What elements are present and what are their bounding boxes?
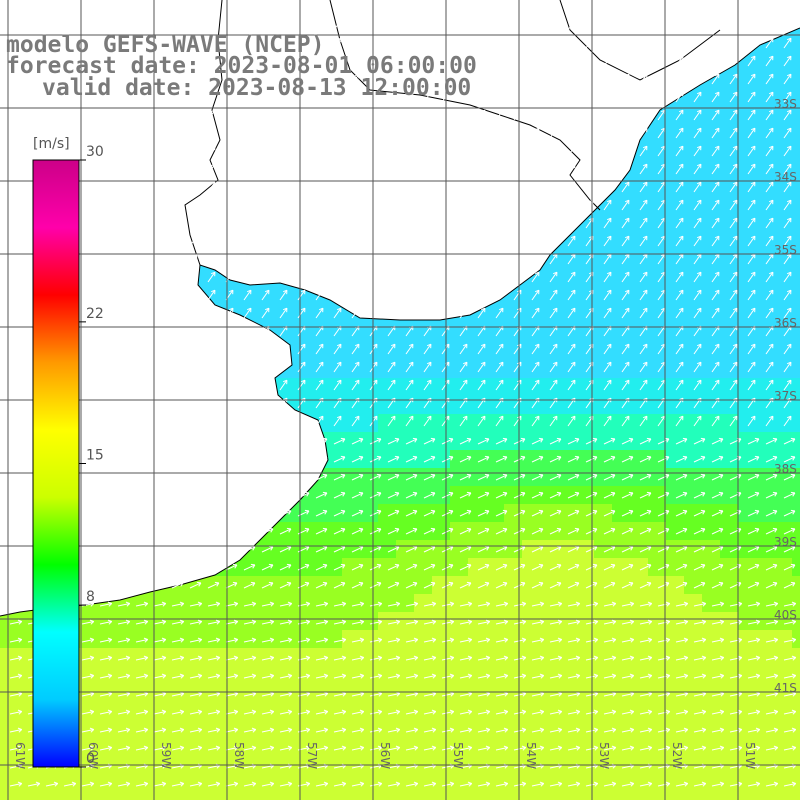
lon-label: 52W (670, 742, 684, 769)
colorbar-tick-label: 15 (86, 448, 104, 464)
lat-label: 33S (774, 97, 797, 111)
lat-label: 38S (774, 462, 797, 476)
lon-label: 57W (305, 742, 319, 769)
lon-label: 54W (524, 742, 538, 769)
colorbar-tick-label: 22 (86, 306, 104, 322)
lat-label: 41S (774, 681, 797, 695)
lat-label: 39S (774, 535, 797, 549)
lon-label: 58W (232, 742, 246, 769)
colorbar-gradient (33, 160, 79, 767)
lon-label: 51W (743, 742, 757, 769)
colorbar-tick-label: 0 (86, 751, 95, 767)
colorbar-tick-label: 30 (86, 144, 104, 160)
colorbar-tick-label: 8 (86, 589, 95, 605)
colorbar-unit: [m/s] (33, 136, 70, 152)
lon-label: 61W (13, 742, 27, 769)
lat-label: 36S (774, 316, 797, 330)
lat-label: 34S (774, 170, 797, 184)
lon-label: 55W (451, 742, 465, 769)
valid-date: valid date: 2023-08-13 12:00:00 (42, 75, 471, 101)
lon-label: 56W (378, 742, 392, 769)
lat-label: 40S (774, 608, 797, 622)
lon-label: 53W (597, 742, 611, 769)
lat-label: 37S (774, 389, 797, 403)
lon-label: 59W (159, 742, 173, 769)
lat-label: 35S (774, 243, 797, 257)
